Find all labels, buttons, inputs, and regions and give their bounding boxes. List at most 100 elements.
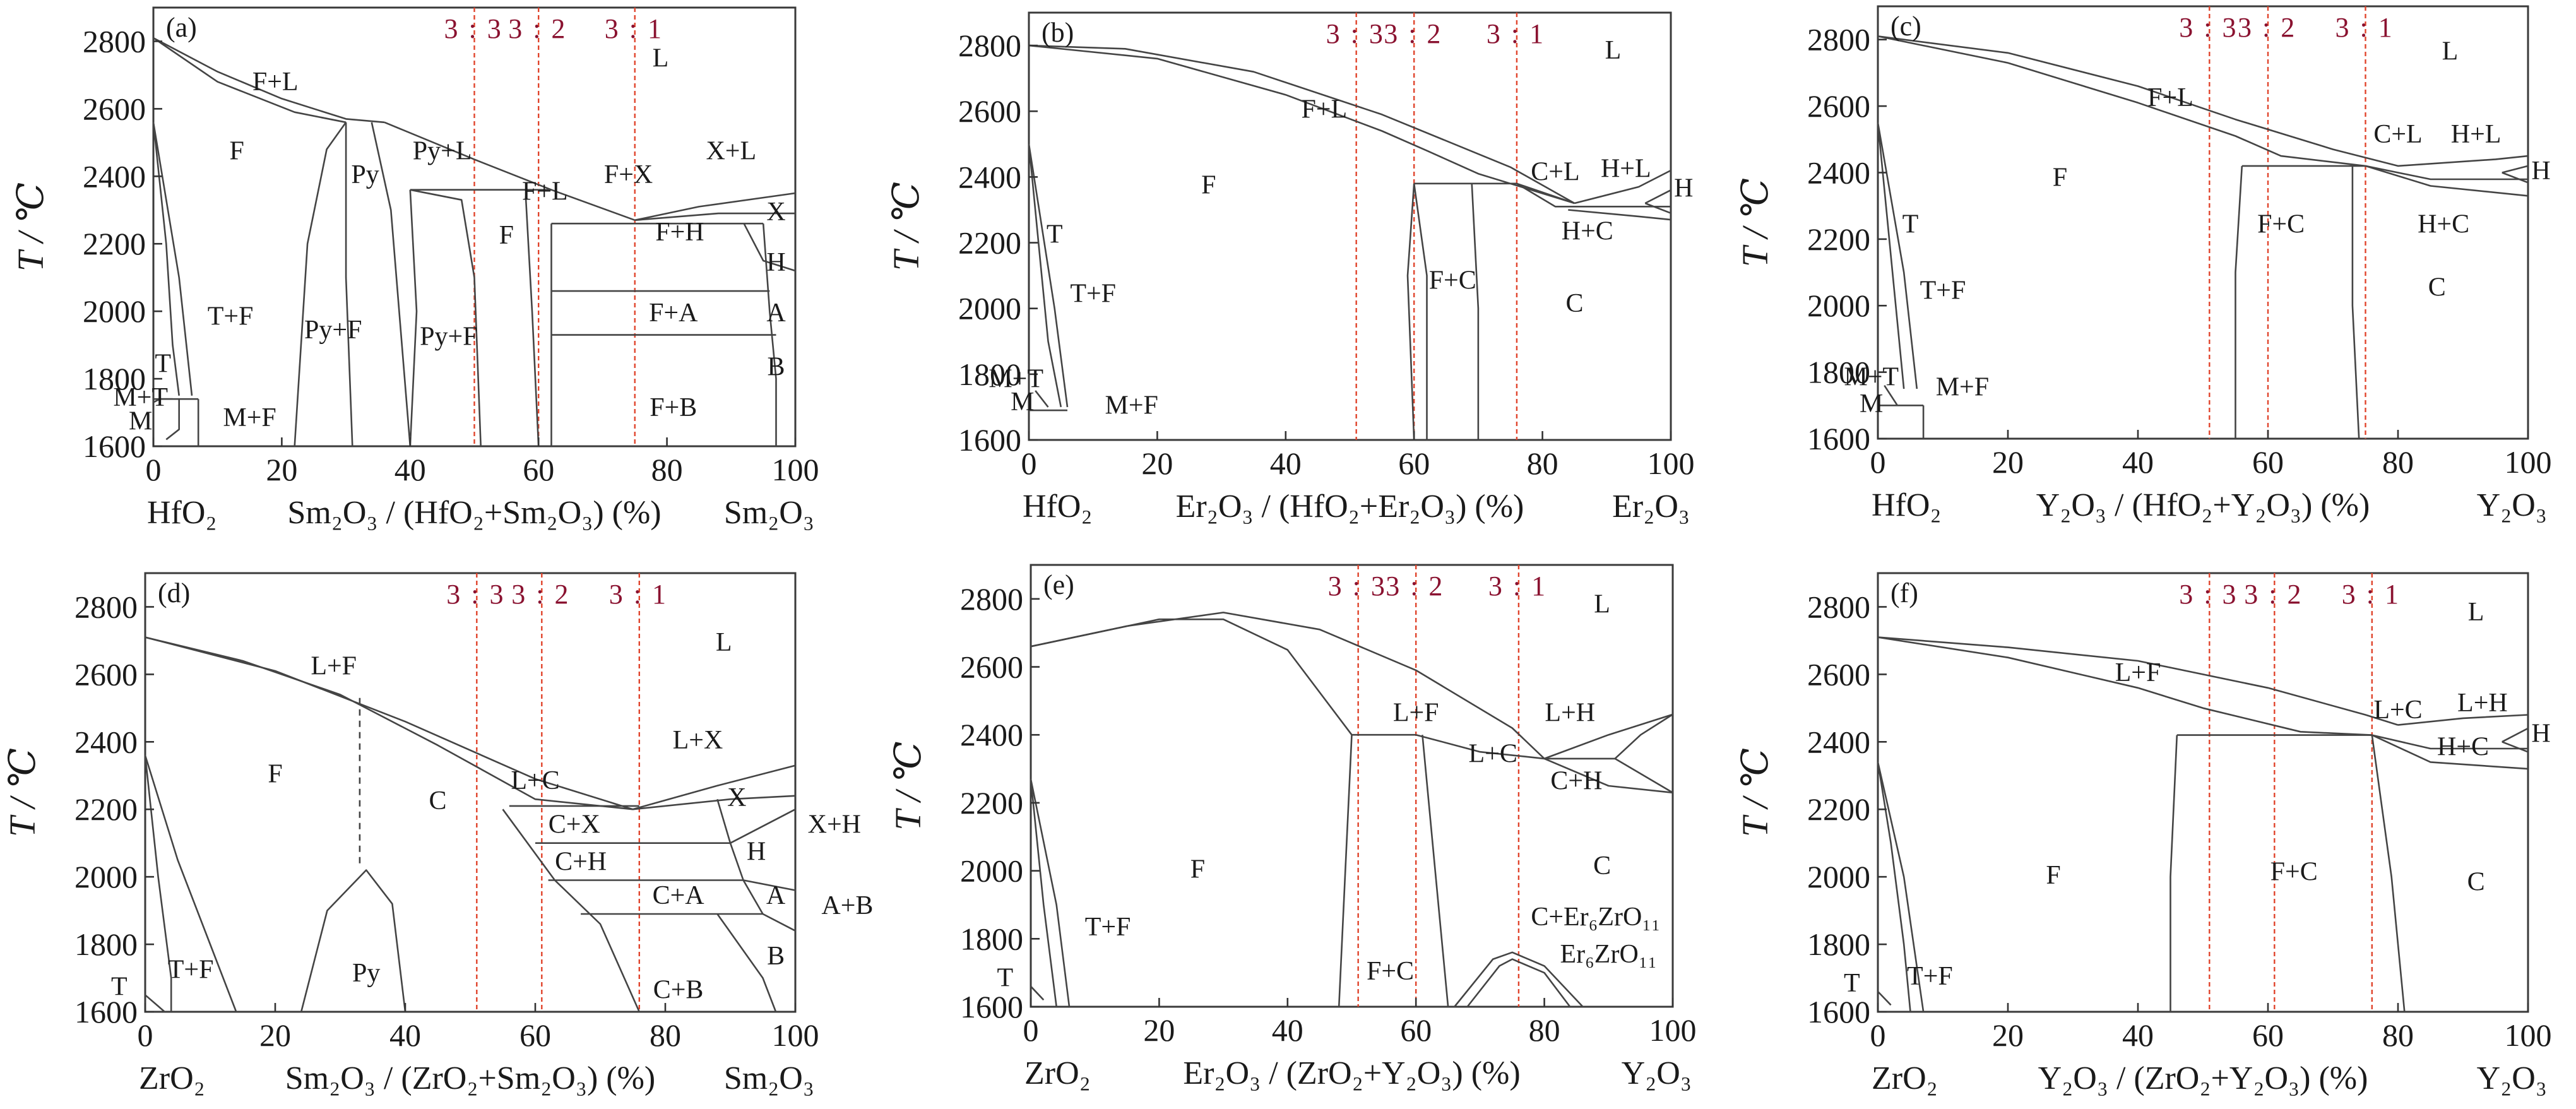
phase-region-label: H+L	[1601, 154, 1651, 183]
y-tick-label: 2800	[958, 28, 1021, 63]
y-tick-label: 2400	[1807, 155, 1870, 190]
phase-region-label: T	[1902, 210, 1919, 239]
y-tick-label: 2400	[958, 159, 1021, 194]
phase-region-label: T	[997, 964, 1013, 993]
phase-boundary	[144, 755, 172, 1012]
phase-boundary	[1338, 735, 1353, 1007]
phase-region-label: M	[129, 406, 152, 436]
phase-region-label: F+A	[649, 299, 698, 328]
phase-region-label: T	[1844, 969, 1860, 998]
y-tick-label: 1600	[74, 994, 138, 1029]
y-tick-label: 1800	[958, 357, 1021, 392]
phase-boundary	[2502, 741, 2529, 753]
y-tick-label: 2200	[960, 785, 1023, 821]
phase-boundary	[1644, 189, 1671, 205]
phase-boundary	[371, 122, 412, 447]
phase-region-label: C	[1593, 851, 1611, 881]
y-tick-label: 2000	[958, 291, 1021, 326]
y-tick-label: 1600	[1807, 421, 1870, 456]
ratio-label: 3 : 1	[609, 579, 668, 610]
phase-region-label: C+H	[1550, 766, 1602, 795]
x-tick-label: 40	[389, 1017, 421, 1053]
y-tick-label: 2600	[960, 649, 1023, 685]
phase-boundary	[1415, 733, 1545, 760]
x-tick-label: 80	[651, 452, 683, 487]
x-tick-label: 20	[259, 1017, 291, 1053]
phase-region-label: M+T	[988, 365, 1043, 394]
phase-region-label: A	[766, 881, 786, 910]
phase-boundary	[2502, 165, 2529, 174]
y-tick-label: 2200	[1807, 222, 1870, 257]
phase-boundary	[1516, 182, 1671, 208]
phase-region-label: B	[767, 353, 785, 382]
phase-region-label: F+C	[1429, 266, 1476, 295]
phase-region-label: F+L	[522, 177, 568, 206]
phase-region-label: L+C	[2373, 696, 2422, 725]
phase-boundary	[152, 122, 180, 396]
phase-boundary	[1877, 35, 2529, 167]
phase-boundary	[1877, 762, 1925, 1012]
phase-region-label: M	[1860, 389, 1883, 418]
y-tick-label: 1800	[1807, 355, 1870, 390]
x-axis-label: Sm₂O₃ / (ZrO₂+Sm₂O₃) (%)	[285, 1060, 655, 1096]
phase-region-label: H	[747, 837, 766, 866]
phase-boundary	[1644, 202, 1671, 214]
phase-boundary	[729, 843, 744, 881]
y-tick-label: 2200	[83, 226, 146, 261]
phase-boundary	[165, 399, 181, 441]
phase-boundary	[1614, 713, 1673, 759]
phase-region-label: F	[268, 759, 282, 788]
ratio-label: 3 : 2	[1384, 18, 1442, 49]
ratio-label: 3 : 3	[1326, 18, 1385, 49]
plot-frame	[1877, 572, 2529, 1013]
phase-boundary	[525, 196, 540, 447]
phase-boundary	[1028, 144, 1062, 408]
phase-region-label: L	[1594, 590, 1610, 619]
phase-region-label: L+F	[311, 651, 357, 680]
panel-label: (b)	[1042, 17, 1074, 48]
phase-region-label: C+H	[555, 847, 607, 876]
x-left-component: HfO₂	[1023, 489, 1093, 525]
y-axis-label: T / ℃	[886, 182, 927, 271]
ratio-label: 3 : 3	[444, 13, 503, 44]
y-tick-label: 1800	[74, 927, 138, 962]
x-axis-label: Er₂O₃ / (HfO₂+Er₂O₃) (%)	[1176, 489, 1524, 525]
y-axis-label: T / ℃	[1735, 748, 1776, 837]
x-left-component: ZrO₂	[139, 1060, 205, 1096]
phase-region-label: A	[766, 299, 786, 328]
phase-boundary	[762, 223, 777, 446]
phase-region-label: A+B	[821, 891, 873, 920]
phase-boundary	[1454, 951, 1584, 1007]
phase-boundary	[1028, 144, 1069, 408]
phase-region-label: F+H	[655, 218, 704, 247]
phase-boundary	[145, 636, 633, 810]
phase-boundary	[2235, 165, 2243, 439]
phase-boundary	[410, 189, 482, 447]
phase-region-label: H	[2531, 719, 2550, 748]
y-tick-label: 2000	[74, 859, 138, 894]
phase-region-label: T+F	[1085, 913, 1131, 942]
y-axis-label: T / ℃	[1735, 178, 1776, 267]
phase-region-label: F+C	[1367, 957, 1414, 986]
x-axis-label: Sm₂O₃ / (HfO₂+Sm₂O₃) (%)	[287, 495, 661, 531]
x-tick-label: 80	[2382, 1017, 2414, 1053]
phase-region-label: C	[1565, 289, 1583, 318]
phase-region-label: T+F	[1920, 276, 1966, 305]
phase-boundary	[716, 798, 732, 844]
phase-boundary	[1877, 122, 1905, 389]
x-tick-label: 0	[1021, 446, 1037, 481]
phase-boundary	[1884, 384, 1898, 406]
phase-boundary	[1574, 169, 1671, 205]
phase-boundary	[1544, 713, 1673, 760]
phase-boundary	[1877, 636, 2399, 726]
x-tick-label: 80	[650, 1017, 681, 1053]
phase-region-label: L+H	[1545, 699, 1595, 728]
y-tick-label: 2200	[1807, 792, 1870, 827]
x-axis-label: Er₂O₃ / (ZrO₂+Y₂O₃) (%)	[1183, 1055, 1520, 1091]
phase-region-label: F	[230, 137, 244, 166]
x-tick-label: 60	[2252, 1017, 2284, 1053]
panel-label: (f)	[1890, 578, 1918, 608]
phase-region-label: X	[766, 198, 785, 227]
phase-boundary	[2371, 734, 2529, 770]
